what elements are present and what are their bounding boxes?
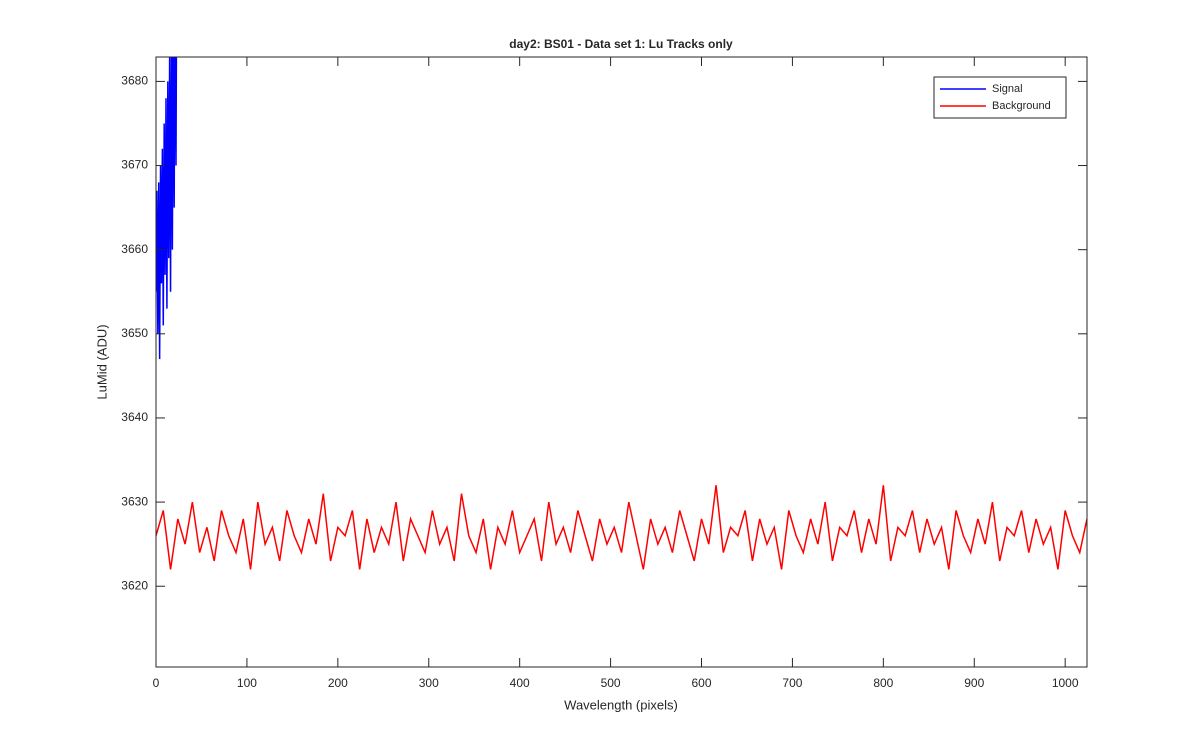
x-tick-label: 900 [964, 676, 984, 690]
y-axis-label: LuMid (ADU) [94, 324, 109, 399]
x-tick-label: 100 [237, 676, 257, 690]
legend-label: Signal [992, 83, 1023, 95]
y-tick-label: 3640 [121, 410, 148, 424]
chart-title: day2: BS01 - Data set 1: Lu Tracks only [509, 37, 733, 51]
x-tick-label: 1000 [1052, 676, 1079, 690]
y-tick-label: 3650 [121, 326, 148, 340]
plot-area [156, 57, 1087, 570]
y-tick-label: 3630 [121, 494, 148, 508]
y-tick-label: 3660 [121, 242, 148, 256]
x-axis-label: Wavelength (pixels) [564, 697, 678, 712]
axes-box [155, 56, 1088, 668]
series-line [156, 57, 178, 360]
y-tick-label: 3620 [121, 578, 148, 592]
x-tick-label: 600 [691, 676, 711, 690]
x-tick-label: 0 [153, 676, 160, 690]
x-tick-label: 200 [328, 676, 348, 690]
y-tick-label: 3670 [121, 158, 148, 172]
x-tick-label: 400 [510, 676, 530, 690]
x-tick-label: 800 [873, 676, 893, 690]
series-line [156, 485, 1087, 570]
x-tick-label: 700 [782, 676, 802, 690]
x-tick-label: 300 [419, 676, 439, 690]
legend-box [933, 76, 1067, 119]
x-tick-label: 500 [601, 676, 621, 690]
y-tick-label: 3680 [121, 74, 148, 88]
legend-label: Background [992, 100, 1051, 112]
